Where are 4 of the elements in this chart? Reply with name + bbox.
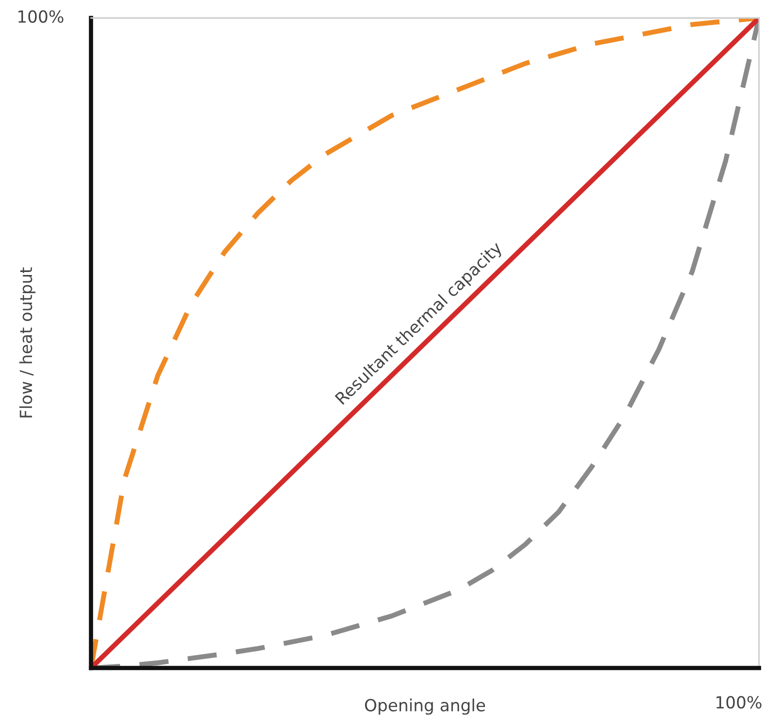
y-axis-title: Flow / heat output (19, 267, 36, 418)
text: 100% (716, 696, 762, 709)
text: 100% (18, 10, 64, 23)
x-axis-title: Opening angle (365, 698, 486, 715)
